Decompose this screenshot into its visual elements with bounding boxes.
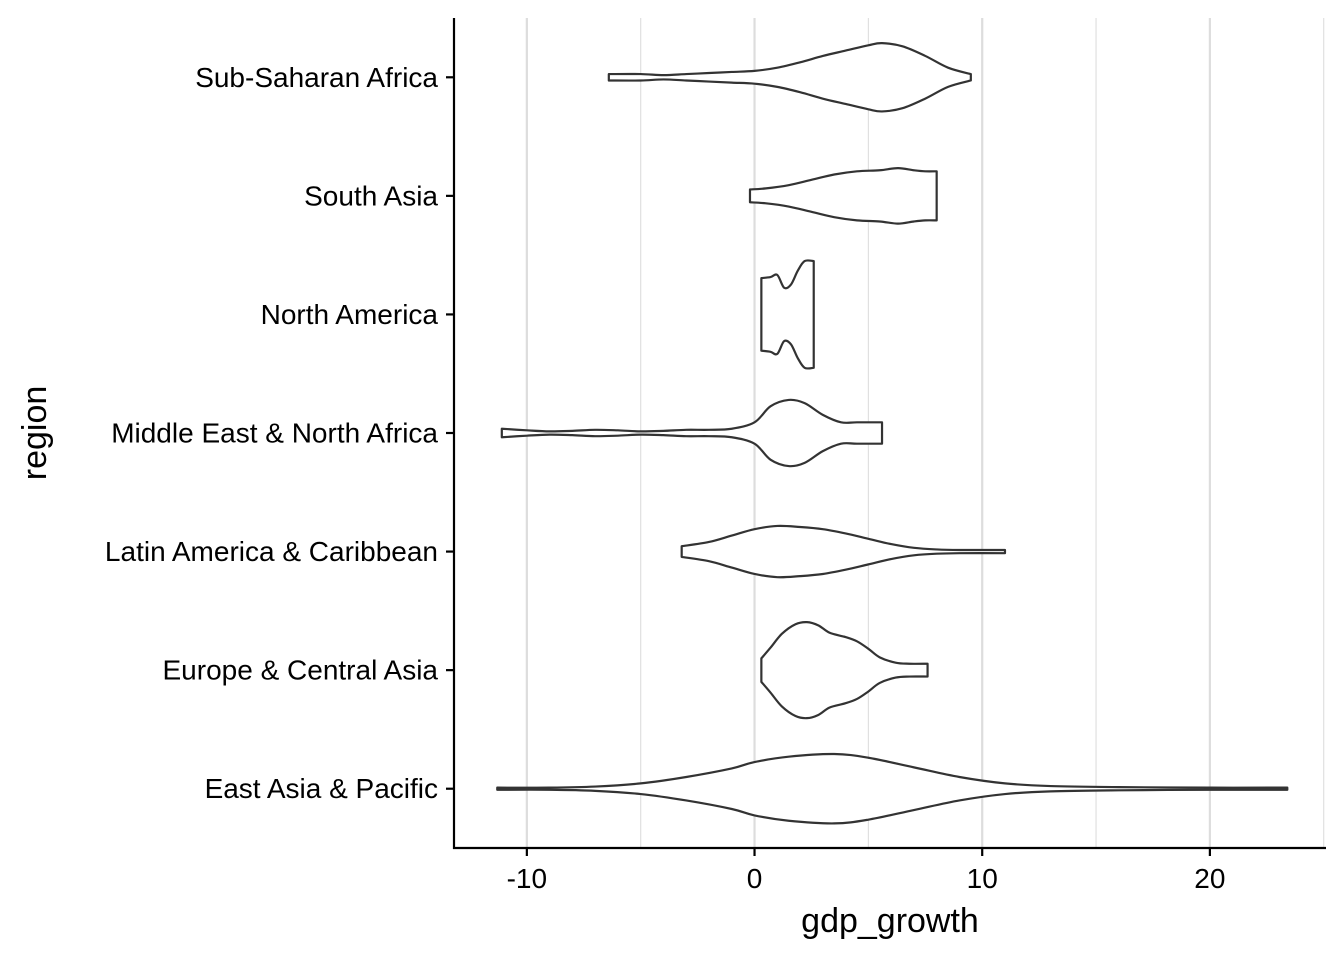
x-tick-label: 0 <box>747 863 763 894</box>
y-tick-label: East Asia & Pacific <box>205 773 438 804</box>
y-tick-label: Europe & Central Asia <box>163 655 439 686</box>
y-tick-label: Middle East & North Africa <box>111 418 438 449</box>
violin-middle-east-north-africa <box>500 398 884 468</box>
violin-europe-central-asia <box>760 620 929 720</box>
x-axis-title: gdp_growth <box>801 902 979 940</box>
y-axis-ticks: East Asia & Pacific Europe & Central Asia… <box>105 62 454 804</box>
violins <box>496 42 1289 825</box>
y-tick-label: South Asia <box>304 180 438 211</box>
y-tick-label: Sub-Saharan Africa <box>195 62 438 93</box>
violin-latin-america-caribbean <box>680 524 1007 579</box>
y-axis-title: region <box>16 386 54 481</box>
violin-north-america <box>760 259 815 370</box>
x-tick-label: 20 <box>1194 863 1225 894</box>
x-axis-ticks: -10 0 10 20 <box>507 848 1225 894</box>
y-tick-label: North America <box>261 299 439 330</box>
y-tick-label: Latin America & Caribbean <box>105 536 438 567</box>
violin-south-asia <box>748 167 938 225</box>
violin-sub-saharan-africa <box>607 42 972 113</box>
violin-east-asia-pacific <box>496 752 1289 825</box>
x-tick-label: 10 <box>967 863 998 894</box>
x-tick-label: -10 <box>507 863 547 894</box>
